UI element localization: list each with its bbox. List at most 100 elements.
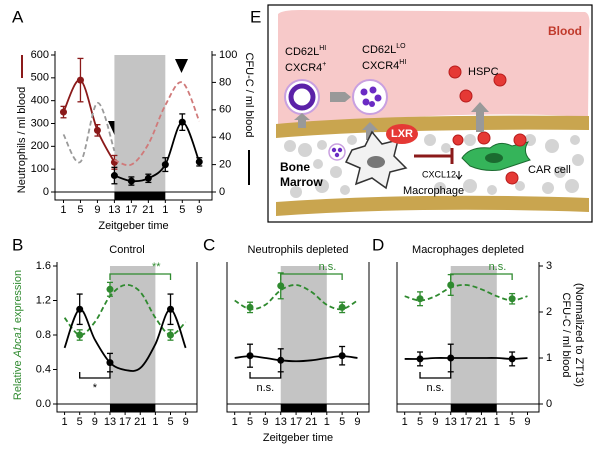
data-point bbox=[246, 303, 254, 311]
x-tick-label: 1 bbox=[162, 204, 168, 216]
data-point bbox=[178, 118, 186, 126]
dark-phase-shade bbox=[109, 266, 156, 404]
y2-tick-label: 3 bbox=[546, 260, 552, 272]
significance-bracket bbox=[249, 372, 282, 379]
y-tick-label: 1.2 bbox=[36, 294, 51, 306]
nucleus bbox=[331, 147, 343, 158]
cxcl12-label: CXCL12 bbox=[422, 169, 456, 179]
data-point bbox=[167, 331, 175, 339]
y2-axis-label: (Normalized to ZT13) bbox=[573, 283, 585, 387]
data-point bbox=[76, 76, 84, 84]
marker: CD62L bbox=[285, 46, 319, 58]
y2-tick-label: 60 bbox=[219, 104, 231, 116]
hspc bbox=[448, 65, 527, 185]
x-tick-label: 21 bbox=[475, 416, 487, 428]
y2-tick-label: 80 bbox=[219, 76, 231, 88]
y-tick-label: 400 bbox=[31, 95, 49, 107]
significance-bracket bbox=[280, 273, 343, 280]
dark-phase-bar bbox=[280, 404, 327, 412]
y2-tick-label: 0 bbox=[219, 186, 225, 198]
chart-title: Macrophages depleted bbox=[412, 244, 524, 256]
arrow bbox=[330, 92, 351, 102]
x-tick-label: 1 bbox=[152, 416, 158, 428]
series-line bbox=[62, 79, 116, 163]
significance-bracket bbox=[109, 273, 172, 280]
data-point bbox=[161, 161, 169, 169]
x-tick-label: 17 bbox=[290, 416, 302, 428]
chart-title: Control bbox=[109, 244, 144, 256]
marker: CXCR4 bbox=[285, 62, 322, 74]
dark-phase-shade bbox=[280, 266, 327, 404]
dark-phase-bar bbox=[109, 404, 156, 412]
data-point bbox=[76, 331, 84, 339]
lxr-label: LXR bbox=[391, 128, 413, 140]
y-tick-label: 0 bbox=[43, 186, 49, 198]
data-point bbox=[76, 305, 84, 313]
y-tick-label: 0.0 bbox=[36, 398, 51, 410]
x-tick-label: 21 bbox=[305, 416, 317, 428]
x-tick-label: 5 bbox=[247, 416, 253, 428]
x-tick-label: 5 bbox=[417, 416, 423, 428]
y2-tick-label: 20 bbox=[219, 159, 231, 171]
data-point bbox=[338, 303, 346, 311]
hspc-label: HSPC bbox=[468, 66, 499, 78]
nucleus bbox=[485, 153, 503, 163]
y2-tick-label: 2 bbox=[546, 306, 552, 318]
apoptotic-neutrophil bbox=[328, 143, 346, 161]
arrow bbox=[471, 102, 489, 132]
x-tick-label: 1 bbox=[62, 416, 68, 428]
significance-label: n.s. bbox=[489, 261, 507, 273]
panel-letter: A bbox=[12, 7, 24, 26]
data-point bbox=[447, 354, 455, 362]
arrowhead bbox=[175, 59, 188, 73]
lxr bbox=[386, 124, 418, 144]
data-point bbox=[59, 108, 67, 116]
y-tick-label: 100 bbox=[31, 163, 49, 175]
x-tick-label: 5 bbox=[179, 204, 185, 216]
y2-axis-label: CFU-C / ml blood bbox=[560, 293, 572, 378]
data-point bbox=[246, 352, 254, 360]
y-axis-label-part: Relative bbox=[12, 357, 24, 400]
marker: CD62L bbox=[362, 44, 396, 56]
x-tick-label: 5 bbox=[167, 416, 173, 428]
x-tick-label: 13 bbox=[104, 416, 116, 428]
x-tick-label: 5 bbox=[77, 416, 83, 428]
nucleus bbox=[360, 86, 382, 107]
nucleus bbox=[288, 83, 316, 111]
x-tick-label: 9 bbox=[432, 416, 438, 428]
x-tick-label: 1 bbox=[60, 204, 66, 216]
arrow bbox=[294, 113, 310, 128]
nucleus bbox=[367, 156, 385, 168]
y-tick-label: 500 bbox=[31, 72, 49, 84]
data-point bbox=[338, 352, 346, 360]
y-axis-label-part: expression bbox=[12, 270, 24, 326]
marrow-label: Bone bbox=[280, 160, 310, 174]
data-point bbox=[416, 355, 424, 363]
data-point bbox=[195, 158, 203, 166]
bone-layer bbox=[276, 115, 589, 138]
significance-label: n.s. bbox=[427, 382, 445, 394]
x-tick-label: 9 bbox=[262, 416, 268, 428]
significance-bracket bbox=[450, 273, 513, 280]
series-line bbox=[404, 357, 528, 360]
car-cell-label: CAR cell bbox=[528, 164, 571, 176]
data-point bbox=[447, 281, 455, 289]
y-axis-label-part: Abca1 bbox=[12, 326, 24, 358]
data-point bbox=[416, 295, 424, 303]
x-tick-label: 1 bbox=[324, 416, 330, 428]
data-point bbox=[106, 359, 114, 367]
significance-label: n.s. bbox=[319, 261, 337, 273]
y2-tick-label: 0 bbox=[546, 398, 552, 410]
x-tick-label: 5 bbox=[509, 416, 515, 428]
x-tick-label: 21 bbox=[142, 204, 154, 216]
x-axis-label: Zeitgeber time bbox=[263, 432, 333, 444]
cell-label: CXCR4HI bbox=[362, 59, 406, 72]
bone-layer bbox=[276, 195, 589, 216]
marker-level: LO bbox=[396, 43, 406, 50]
dark-phase-shade bbox=[450, 266, 497, 404]
marrow-label: Marrow bbox=[280, 175, 323, 189]
y-tick-label: 300 bbox=[31, 117, 49, 129]
x-tick-label: 5 bbox=[77, 204, 83, 216]
x-tick-label: 13 bbox=[108, 204, 120, 216]
panel-letter: B bbox=[12, 235, 23, 254]
